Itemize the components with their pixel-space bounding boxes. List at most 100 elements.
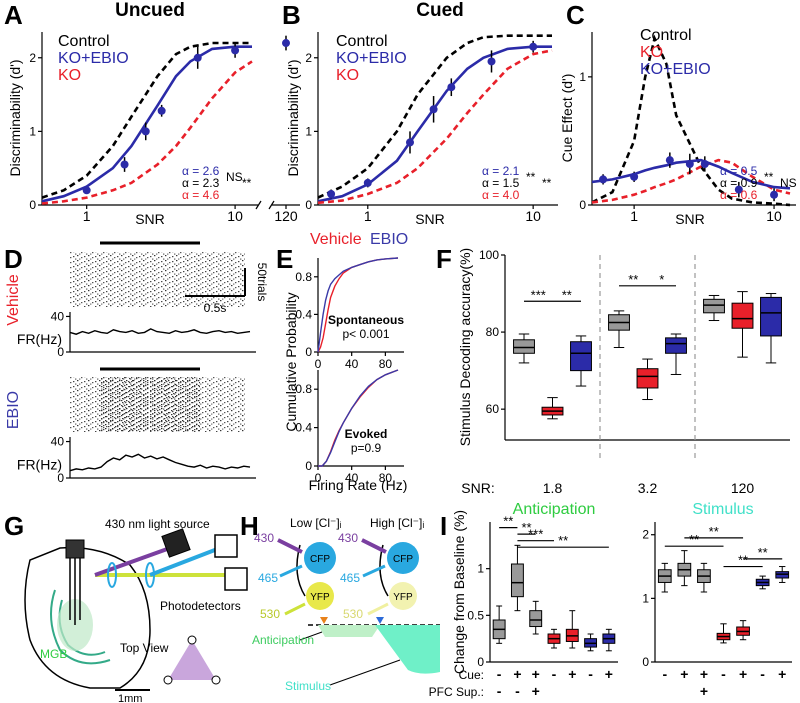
legend-entry: KO [640,44,663,61]
annotation: p< 0.001 [342,327,389,341]
annotation: Spontaneous [328,313,404,327]
panel-label: E [276,244,293,274]
data-point [529,42,538,51]
condition-label: EBIO [5,391,22,429]
annotation: α = 0.9 [720,176,758,190]
y-tick-label: 0 [305,345,312,359]
cue-label: + [513,666,521,682]
axis-break [255,200,262,210]
chart-title: Anticipation [513,501,596,518]
panel-label: C [566,0,585,30]
box [665,337,687,354]
data-point [429,105,438,114]
y-axis-label: FR(Hz) [17,331,62,347]
x-axis-label: SNR: [461,480,494,496]
series-line [317,49,553,205]
cue-label: - [662,666,667,682]
data-point [685,159,694,168]
y-tick-label: 0 [305,198,312,212]
data-point [363,178,372,187]
anticipation-label: Anticipation [252,633,314,647]
raster-vehicle [70,241,246,307]
y-axis-label: Cumulative Probability [283,292,299,431]
photodetectors-label: Photodetectors [160,599,241,613]
y-tick-label: 2 [305,51,312,65]
series-line [41,60,253,205]
raster-ebio [70,367,245,432]
series-line [69,328,251,335]
legend-entry: KO+EBIO [640,61,711,78]
annotation: ** [526,170,536,184]
x-tick-label: 80 [379,357,393,371]
wavelength: 430 [338,531,358,545]
chart-title: Stimulus [692,501,753,518]
data-point [665,156,674,165]
series-line [69,453,251,472]
wavelength: 530 [260,607,280,621]
y-axis-label: Cue Effect (d') [559,74,575,163]
cue-label: - [497,666,502,682]
x-tick-label: 120 [274,208,298,224]
cue-label: - [552,666,557,682]
diagram-h [277,538,440,686]
y-tick-label: 0.5 [467,608,484,622]
data-point [405,138,414,147]
cue-label: - [588,666,593,682]
pfc-label: + [700,683,708,699]
cue-label: + [568,666,576,682]
yfp-label: YFP [310,592,330,603]
wavelength: 465 [340,571,360,585]
annotation: α = 0.5 [720,164,758,178]
significance-label: ** [522,520,532,535]
low-cl-label: Low [Cl⁻]ᵢ [290,516,342,530]
series-line [591,34,791,207]
legend-entry: KO [336,67,359,84]
x-tick-label: 10 [525,208,541,224]
data-point [599,175,608,184]
significance-label: *** [528,527,543,542]
y-tick-label: 0.8 [295,270,312,284]
annotation: ** [542,176,552,190]
region-label: MGB [40,647,67,661]
wavelength: 430 [254,531,274,545]
significance-label: ** [562,287,572,302]
cfp-label: CFP [310,554,330,565]
annotation: α = 4.6 [182,188,220,202]
data-point [447,83,456,92]
box [703,298,725,314]
y-tick-label: 1 [579,70,586,84]
row-label: PFC Sup.: [429,685,484,699]
y-tick-label: 0 [57,471,64,485]
y-tick-label: 40 [51,435,65,449]
y-tick-label: 0 [579,198,586,212]
box [510,563,524,598]
y-tick-label: 0.4 [295,421,312,435]
significance-label: ** [689,532,699,547]
y-tick-label: 0 [477,655,484,669]
chart-title: Cued [416,0,464,21]
series-line [591,158,791,204]
y-tick-label: 0.4 [295,307,312,321]
significance-label: ** [738,553,748,568]
stimulus-label: Stimulus [285,679,331,693]
box [529,610,543,628]
significance-label: * [659,272,664,287]
group-label: 120 [731,480,755,496]
scale-time: 0.5s [204,301,227,315]
data-point [141,127,150,136]
pfc-label: - [515,683,520,699]
annotation: α = 4.0 [482,188,520,202]
annotation: α = 2.6 [182,164,220,178]
significance-label: *** [531,287,546,302]
significance-label: ** [628,272,638,287]
wavelength: 465 [258,571,278,585]
significance-label: ** [558,533,568,548]
legend-entry: Control [640,27,692,44]
significance-label: ** [758,545,768,560]
box [570,341,592,372]
y-tick-label: 1 [305,124,312,138]
x-tick-label: 1 [83,208,91,224]
series-line [317,34,552,199]
x-tick-label: 10 [766,208,782,224]
